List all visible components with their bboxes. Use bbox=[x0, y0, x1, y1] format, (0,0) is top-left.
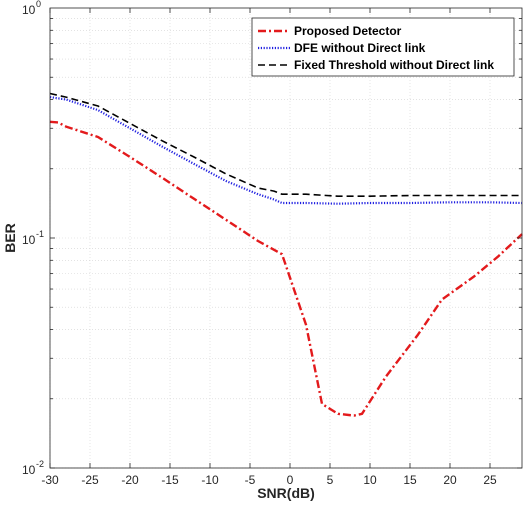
x-tick-label: -15 bbox=[161, 473, 179, 487]
x-tick-labels: -30 -25 -20 -15 -10 -5 0 5 10 15 20 25 bbox=[41, 473, 497, 487]
x-tick-label: 10 bbox=[363, 473, 377, 487]
series-line-3 bbox=[49, 92, 522, 197]
y-tick-base: 10 bbox=[22, 233, 36, 247]
x-tick-label: -10 bbox=[201, 473, 219, 487]
y-tick-exponent: -1 bbox=[36, 229, 44, 239]
x-tick-label: 0 bbox=[287, 473, 294, 487]
y-tick-label: 10 0 bbox=[22, 0, 41, 17]
y-tick-exponent: 0 bbox=[36, 0, 41, 9]
x-tick-label: 15 bbox=[403, 473, 417, 487]
y-tick-base: 10 bbox=[22, 3, 36, 17]
x-tick-label: 20 bbox=[443, 473, 457, 487]
axis-ticks bbox=[49, 8, 522, 469]
legend-label-1: Proposed Detector bbox=[294, 24, 402, 38]
legend-label-3: Fixed Threshold without Direct link bbox=[294, 58, 494, 72]
x-tick-label: 25 bbox=[483, 473, 497, 487]
y-tick-exponent: -2 bbox=[36, 459, 44, 469]
y-tick-label: 10 -2 bbox=[22, 459, 44, 477]
y-tick-base: 10 bbox=[22, 463, 36, 477]
legend-label-2: DFE without Direct link bbox=[294, 41, 426, 55]
x-tick-label: 5 bbox=[327, 473, 334, 487]
x-axis-title: SNR(dB) bbox=[257, 485, 315, 501]
series-line-1 bbox=[49, 120, 523, 417]
x-tick-label: -5 bbox=[245, 473, 256, 487]
series-line-2 bbox=[49, 96, 523, 205]
x-tick-label: -30 bbox=[41, 473, 59, 487]
y-axis-title: BER bbox=[2, 223, 18, 253]
x-tick-label: -25 bbox=[81, 473, 99, 487]
y-tick-label: 10 -1 bbox=[22, 229, 44, 247]
legend: Proposed Detector DFE without Direct link… bbox=[251, 17, 515, 77]
legend-box bbox=[251, 17, 515, 77]
x-tick-label: -20 bbox=[121, 473, 139, 487]
series-lines bbox=[49, 92, 523, 417]
plot-area bbox=[50, 8, 522, 468]
